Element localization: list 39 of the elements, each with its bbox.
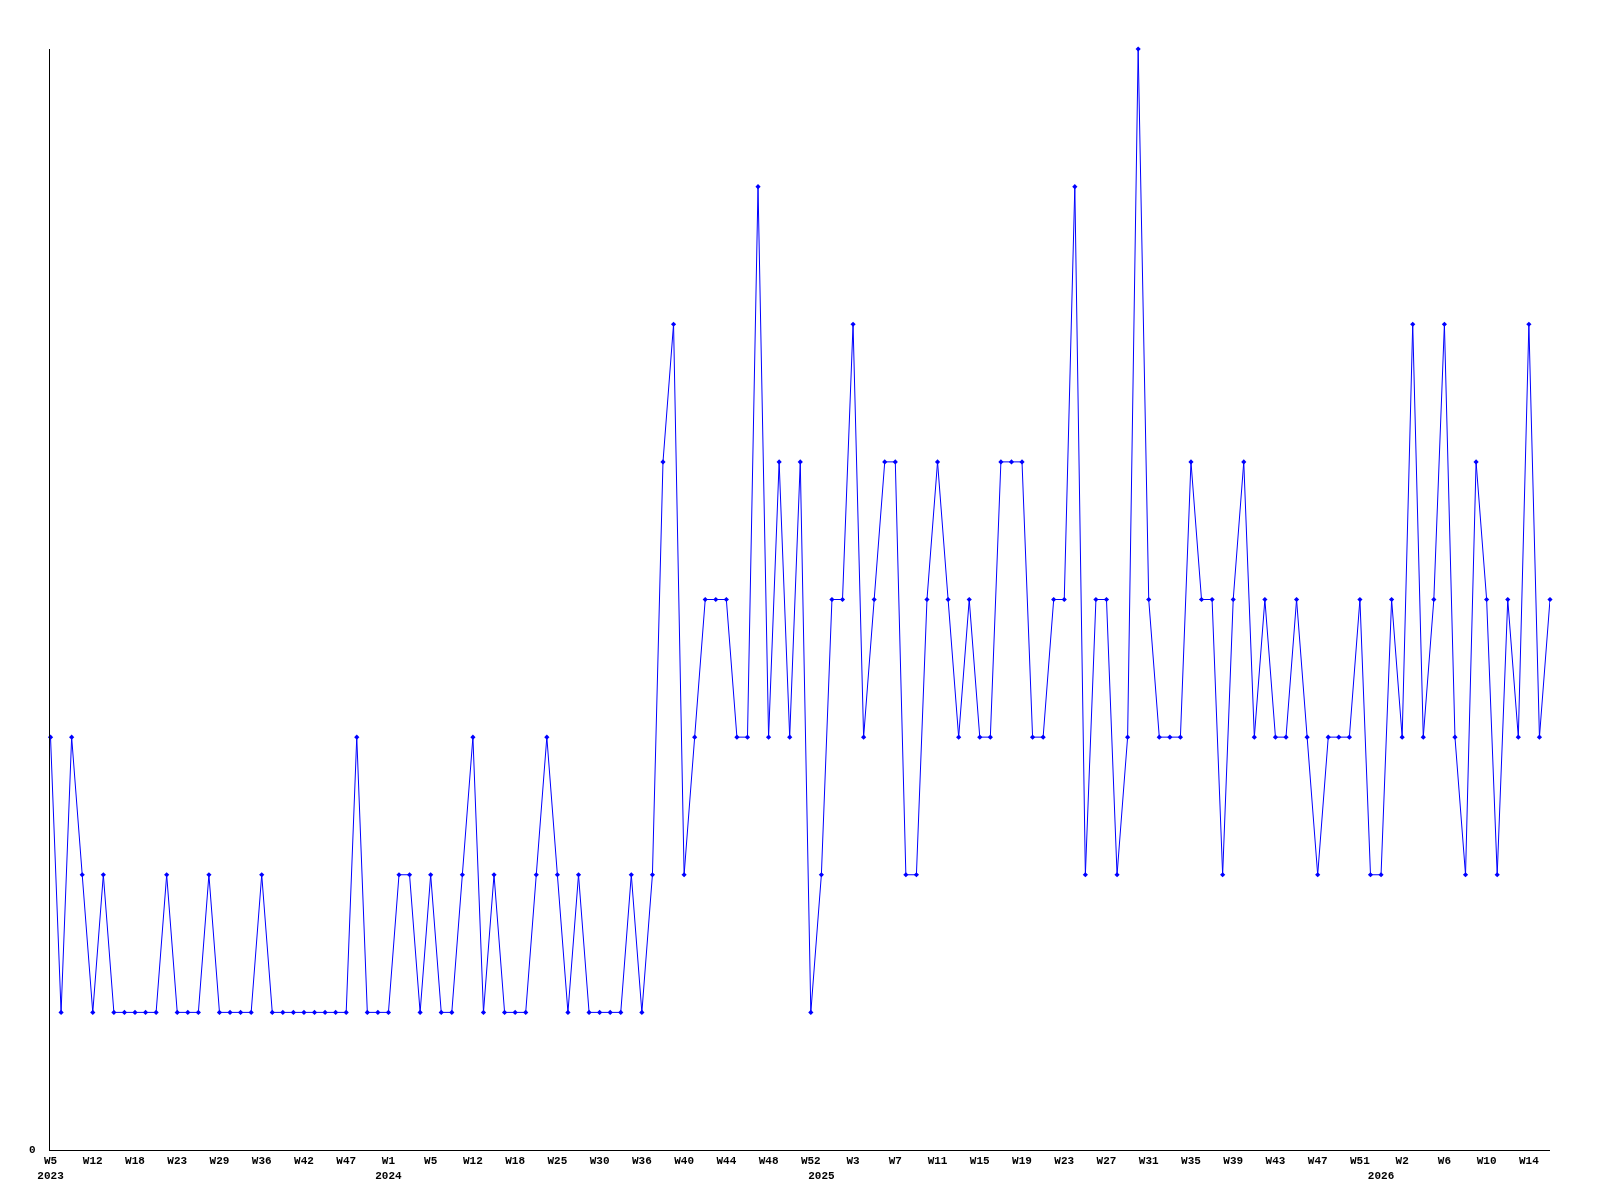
x-tick-label: W47: [1307, 1155, 1328, 1168]
x-tick-label: W35: [1181, 1155, 1202, 1168]
x-tick-label: W5: [424, 1155, 438, 1168]
x-tick-label: W30: [589, 1155, 610, 1168]
x-tick-label: W7: [888, 1155, 902, 1168]
x-tick-label: W19: [1012, 1155, 1032, 1168]
x-tick-label: W27: [1096, 1155, 1117, 1168]
x-tick-label: W52: [800, 1155, 821, 1168]
x-tick-label: W42: [294, 1155, 314, 1168]
x-tick-label: W2: [1395, 1155, 1409, 1168]
text: 0: [29, 1144, 36, 1156]
x-tick-label: W12: [463, 1155, 483, 1168]
x-tick-label: W47: [336, 1155, 357, 1168]
x-tick-label: W18: [505, 1155, 526, 1168]
x-tick-label: W5 2023: [37, 1155, 65, 1182]
x-tick-label: W23: [167, 1155, 188, 1168]
x-tick-label: W44: [716, 1155, 737, 1168]
x-tick-label: W36: [251, 1155, 272, 1168]
x-tick-label: W15: [969, 1155, 991, 1168]
x-tick-label: W1 2024: [375, 1155, 403, 1182]
x-tick-label: W40: [674, 1155, 695, 1168]
x-tick-label: W25: [547, 1155, 568, 1168]
x-tick-label: W18: [125, 1155, 146, 1168]
x-tick-label: W43: [1265, 1155, 1286, 1168]
x-tick-label: W36: [631, 1155, 652, 1168]
x-tick-label: W51: [1350, 1155, 1371, 1168]
x-tick-label: W14: [1518, 1155, 1540, 1168]
x-tick-label: W31: [1138, 1155, 1160, 1168]
x-tick-label: W6: [1437, 1155, 1451, 1168]
x-tick-label: W11: [927, 1155, 948, 1168]
x-tick-label: 2025: [808, 1169, 835, 1182]
x-tick-label: W10: [1476, 1155, 1497, 1168]
x-tick-label: W29: [209, 1155, 230, 1168]
x-tick-label: W23: [1054, 1155, 1075, 1168]
x-tick-label: W3: [846, 1155, 861, 1168]
x-tick-label: W39: [1223, 1155, 1244, 1168]
x-tick-label: W48: [758, 1155, 779, 1168]
x-tick-label: 2026: [1367, 1169, 1395, 1182]
x-tick-label: W12: [82, 1155, 103, 1168]
